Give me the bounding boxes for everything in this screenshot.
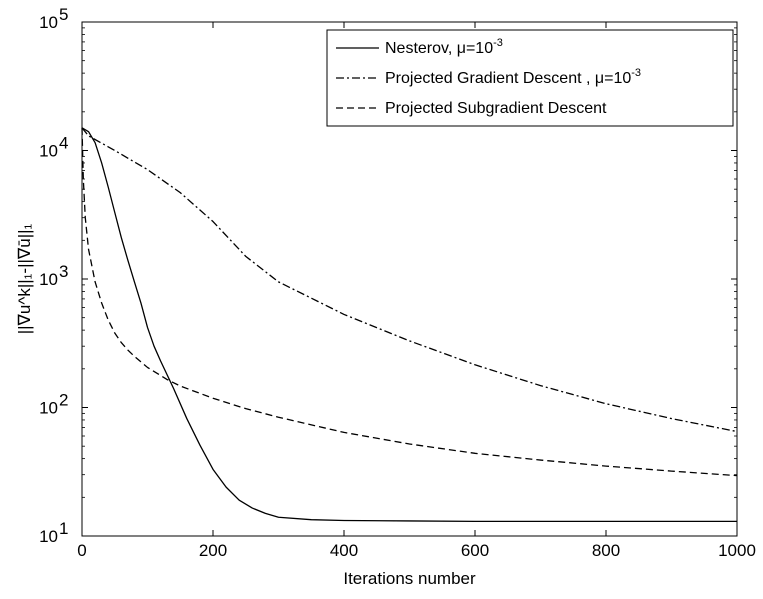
y-tick-label-exponent: 5 xyxy=(59,5,68,24)
y-tick-label-exponent: 4 xyxy=(59,134,68,153)
y-axis-label: ||∇u^k||₁-||∇ū||₁ xyxy=(15,223,34,334)
y-tick-label: 10 xyxy=(39,399,58,418)
y-tick-label-exponent: 2 xyxy=(59,391,68,410)
legend-label-projected-gradient: Projected Gradient Descent , μ=10-3 xyxy=(385,67,641,87)
y-tick-label: 10 xyxy=(39,270,58,289)
y-tick-label-exponent: 3 xyxy=(59,262,68,281)
x-axis-label: Iterations number xyxy=(343,569,476,588)
y-tick-label-base: 10 xyxy=(39,399,58,418)
legend-label-projected-subgradient: Projected Subgradient Descent xyxy=(385,100,607,117)
x-tick-label: 200 xyxy=(199,541,227,560)
x-tick-labels: 0 200 400 600 800 1000 xyxy=(77,541,756,560)
legend-label-nesterov: Nesterov, μ=10-3 xyxy=(385,37,503,57)
legend: Nesterov, μ=10-3 Projected Gradient Desc… xyxy=(326,29,734,127)
series-projected-gradient xyxy=(81,127,738,433)
y-tick-label: 10 xyxy=(39,142,58,161)
y-tick-label-base: 10 xyxy=(39,142,58,161)
y-tick-label-exponent: 1 xyxy=(59,519,68,538)
x-tick-label: 800 xyxy=(592,541,620,560)
x-tick-label: 1000 xyxy=(718,541,756,560)
y-tick-label-base: 10 xyxy=(39,270,58,289)
legend-box xyxy=(326,29,734,127)
legend-label-nesterov-exp: -3 xyxy=(493,37,503,49)
y-tick-label: 10 xyxy=(39,527,58,546)
legend-label-nesterov-text: Nesterov, μ=10 xyxy=(385,40,493,57)
x-tick-label: 400 xyxy=(330,541,358,560)
y-tick-label-base: 10 xyxy=(39,13,58,32)
series-nesterov xyxy=(81,127,737,523)
series-lines xyxy=(81,127,738,523)
y-tick-label-base: 10 xyxy=(39,527,58,546)
series-projected-subgradient xyxy=(81,127,738,477)
x-tick-label: 0 xyxy=(77,541,86,560)
x-tick-label: 600 xyxy=(461,541,489,560)
y-tick-label: 10 xyxy=(39,13,58,32)
legend-label-projected-gradient-exp: -3 xyxy=(631,67,641,79)
legend-label-projected-gradient-text: Projected Gradient Descent , μ=10 xyxy=(385,70,631,87)
plot-frame xyxy=(81,21,738,537)
